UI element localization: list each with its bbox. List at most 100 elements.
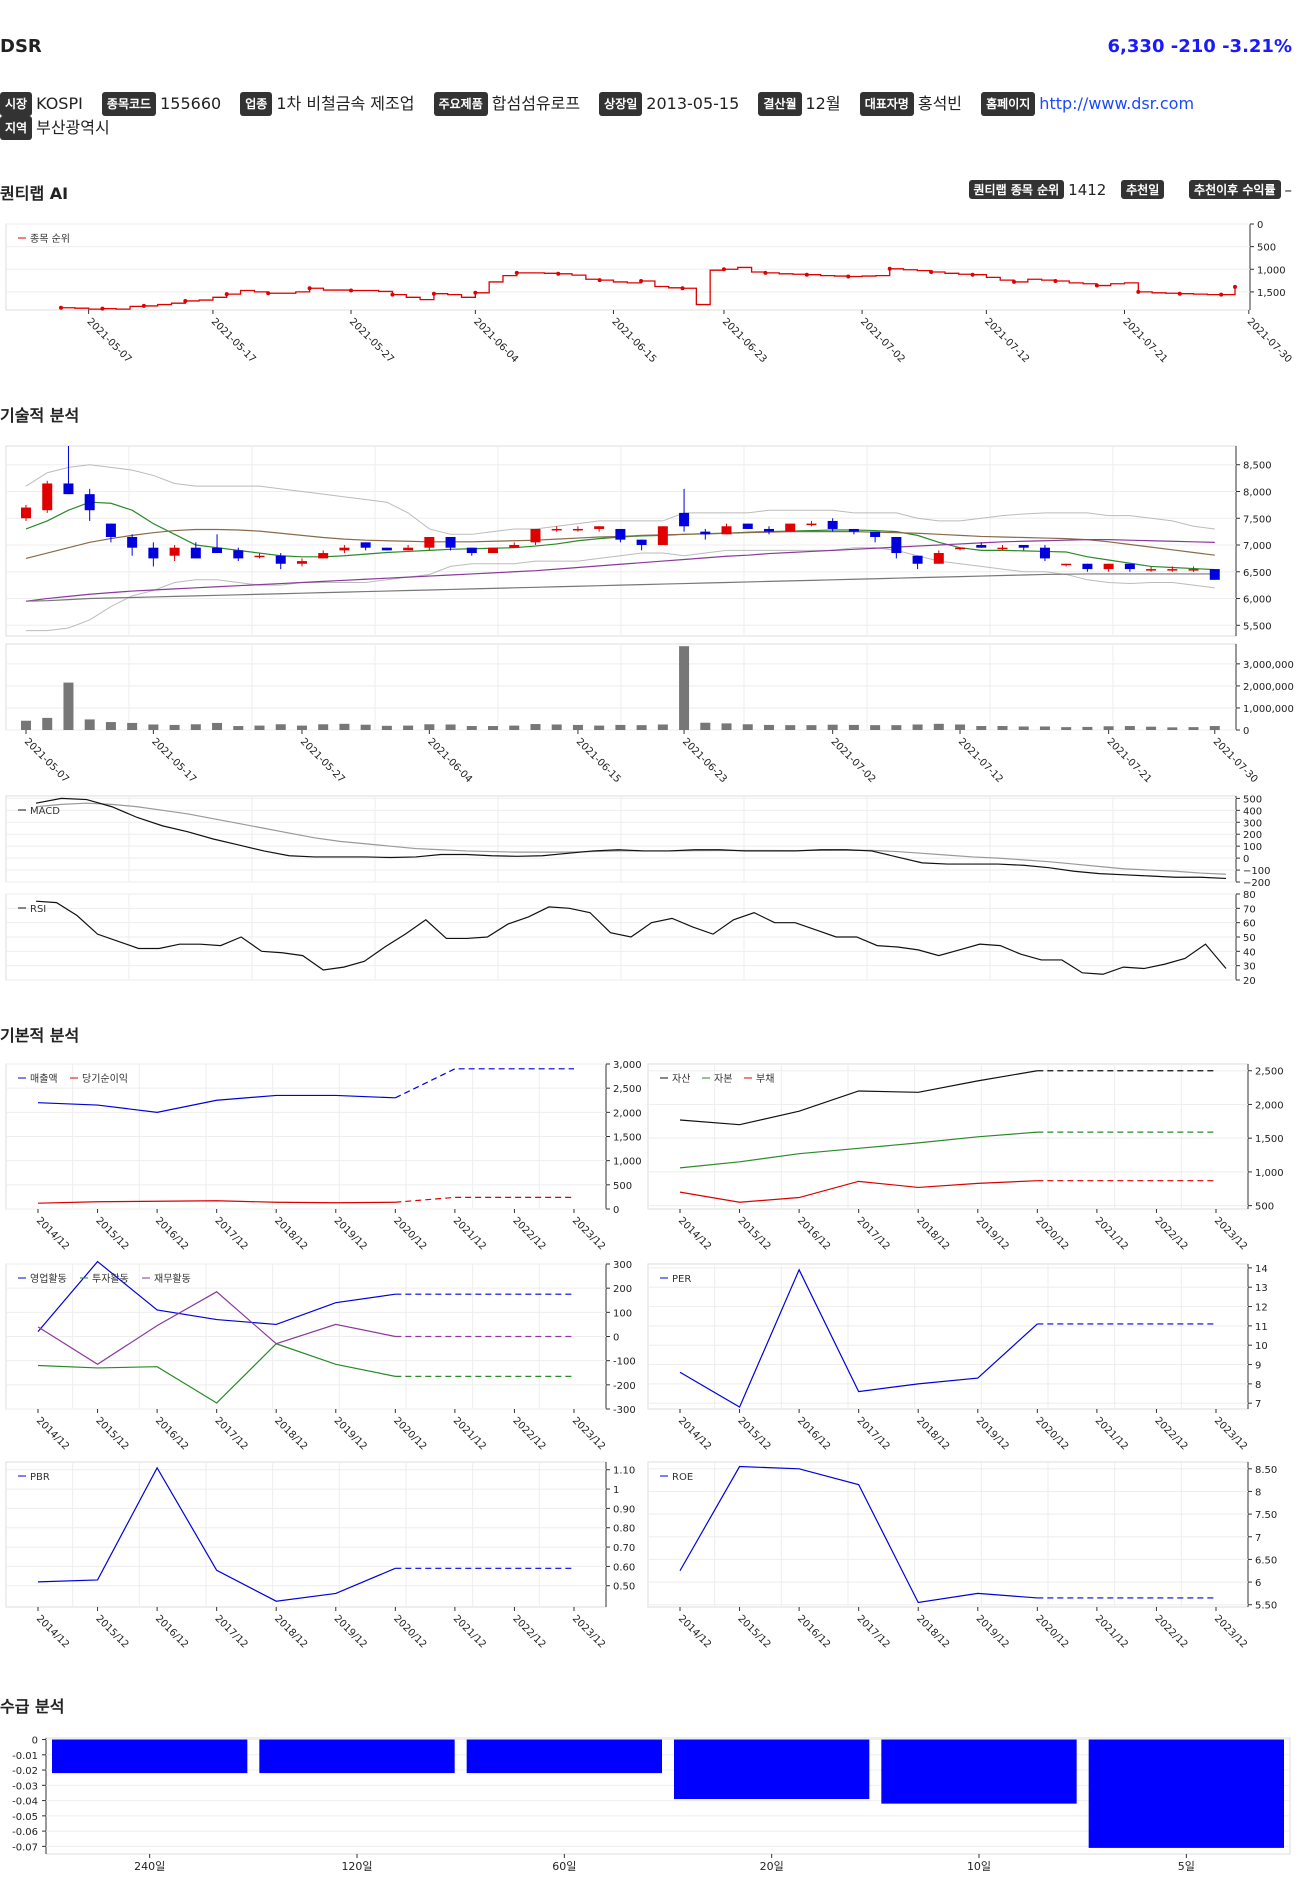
quantilab-summary: 퀀티랩 종목 순위 1412 추천일 추천이후 수익률 – xyxy=(968,180,1292,199)
balance-chart-legend-label: 자본 xyxy=(714,1073,732,1085)
info-label-industry: 업종 xyxy=(240,92,273,116)
per-chart-xtick-label: 2019/12 xyxy=(974,1415,1011,1452)
supply-bar xyxy=(881,1739,1077,1804)
rank-chart-frame xyxy=(5,223,1251,311)
sales-chart-ytick-label: 2,500 xyxy=(613,1084,642,1095)
rank-point xyxy=(763,270,768,275)
balance-chart-xtick-label: 2022/12 xyxy=(1152,1215,1189,1252)
rank-label: 퀀티랩 종목 순위 xyxy=(968,180,1065,199)
per-chart-ytick-label: 14 xyxy=(1255,1264,1268,1275)
price-chart-panel: 5,500 6,000 6,500 7,000 7,500 8,000 8,500 xyxy=(5,445,1272,637)
price-candle xyxy=(509,545,520,548)
sales-chart-xtick-label: 2014/12 xyxy=(34,1215,71,1252)
stock-price: 6,330 -210 -3.21% xyxy=(1108,36,1292,57)
rsi-chart-ytick-label: 30 xyxy=(1243,962,1256,973)
volume-chart-xtick-label: 2021-06-04 xyxy=(425,736,474,785)
macd-chart-ytick-label: 100 xyxy=(1243,842,1262,853)
price-candle xyxy=(233,550,244,559)
info-label-region: 지역 xyxy=(0,116,33,140)
volume-bar xyxy=(233,726,244,730)
cashflow-chart-series-line xyxy=(37,1260,396,1333)
volume-bar xyxy=(636,725,647,730)
rank-chart-xtick-label: 2021-06-04 xyxy=(471,316,520,365)
rank-point xyxy=(680,286,685,291)
rsi-chart-ytick-label: 80 xyxy=(1243,890,1256,901)
pbr-chart-ytick-label: 1 xyxy=(613,1485,619,1496)
rank-chart-xtick-label: 2021-05-17 xyxy=(209,316,258,365)
rank-point xyxy=(1177,291,1182,296)
sales-chart-ytick-label: 1,500 xyxy=(613,1133,642,1144)
price-moving-average xyxy=(25,573,1215,602)
volume-bar xyxy=(700,722,711,730)
roe-chart-xtick-label: 2022/12 xyxy=(1152,1613,1189,1650)
supply-chart-xtick-label: 60일 xyxy=(552,1859,576,1873)
info-value-listing: 2013-05-15 xyxy=(646,94,740,113)
price-candle xyxy=(976,545,987,548)
price-bollinger-upper xyxy=(25,464,1215,535)
roe-chart-panel: 5.50 6 6.50 7 7.50 8 8.50 ROE 2014/12 2015/12 2016… xyxy=(647,1461,1277,1650)
rank-chart-ytick-label: 1,500 xyxy=(1257,288,1286,299)
info-label-code: 종목코드 xyxy=(101,92,157,116)
sales-chart-series-forecast xyxy=(395,1068,574,1099)
price-candle xyxy=(1082,563,1093,570)
price-candle xyxy=(933,553,944,564)
pbr-chart-xtick-label: 2018/12 xyxy=(272,1613,309,1650)
info-value-region: 부산광역시 xyxy=(36,118,110,137)
price-candle xyxy=(785,523,796,532)
volume-bar xyxy=(466,726,477,730)
supply-chart-ytick-label: -0.06 xyxy=(12,1827,38,1838)
cashflow-chart-legend-label: 영업활동 xyxy=(30,1272,67,1285)
price-candle xyxy=(1061,563,1072,566)
volume-bar xyxy=(275,724,286,730)
cashflow-chart-ytick-label: 100 xyxy=(613,1308,632,1319)
macd-chart-ytick-label: 400 xyxy=(1243,806,1262,817)
volume-bar xyxy=(127,722,138,730)
volume-bar xyxy=(594,725,605,730)
supply-bar xyxy=(259,1739,455,1774)
cashflow-chart-ytick-label: -100 xyxy=(613,1357,636,1368)
price-change: -210 xyxy=(1170,36,1216,57)
sales-chart-ytick-label: 0 xyxy=(613,1205,619,1216)
rank-chart-xtick-label: 2021-05-27 xyxy=(347,316,396,365)
rank-point xyxy=(100,306,105,311)
sales-chart-ytick-label: 500 xyxy=(613,1181,632,1192)
info-value-fiscal: 12월 xyxy=(805,94,841,113)
price-value: 6,330 xyxy=(1107,36,1165,57)
supply-chart-ytick-label: -0.04 xyxy=(12,1797,38,1808)
rank-point xyxy=(1233,284,1237,289)
per-chart-legend-label: PER xyxy=(672,1274,691,1285)
rsi-line xyxy=(35,900,1227,975)
price-candle xyxy=(997,547,1008,550)
info-value-industry: 1차 비철금속 제조업 xyxy=(276,94,415,113)
volume-bar xyxy=(360,724,371,730)
macd-chart-ytick-label: −200 xyxy=(1243,878,1270,889)
price-candle xyxy=(572,528,583,531)
price-chart-ytick-label: 8,000 xyxy=(1243,487,1272,498)
volume-bar xyxy=(572,724,583,730)
sales-chart-xtick-label: 2023/12 xyxy=(570,1215,607,1252)
price-candle xyxy=(21,507,31,519)
price-candle xyxy=(551,528,562,531)
per-chart-xtick-label: 2022/12 xyxy=(1152,1415,1189,1452)
sales-chart-ytick-label: 2,000 xyxy=(613,1108,642,1119)
roe-chart-xtick-label: 2019/12 xyxy=(974,1613,1011,1650)
homepage-link[interactable]: http://www.dsr.com xyxy=(1039,94,1195,113)
roe-chart-xtick-label: 2015/12 xyxy=(735,1613,772,1650)
sales-chart-xtick-label: 2022/12 xyxy=(510,1215,547,1252)
volume-bar xyxy=(339,723,350,730)
volume-bar xyxy=(296,725,307,730)
sales-chart-xtick-label: 2020/12 xyxy=(391,1215,428,1252)
price-candle xyxy=(190,547,201,559)
volume-bar xyxy=(1018,726,1029,730)
volume-bar xyxy=(806,725,817,730)
cashflow-chart-xtick-label: 2014/12 xyxy=(34,1415,71,1452)
price-candle xyxy=(254,555,265,558)
info-label-market: 시장 xyxy=(0,92,33,116)
volume-chart-ytick-label: 2,000,000 xyxy=(1243,682,1294,693)
price-candle xyxy=(488,547,499,554)
volume-bar xyxy=(169,724,180,730)
volume-bar xyxy=(785,725,796,730)
stock-name: DSR xyxy=(0,36,42,57)
rank-chart-ytick-label: 1,000 xyxy=(1257,265,1286,276)
supply-chart-xtick-label: 5일 xyxy=(1178,1859,1195,1873)
